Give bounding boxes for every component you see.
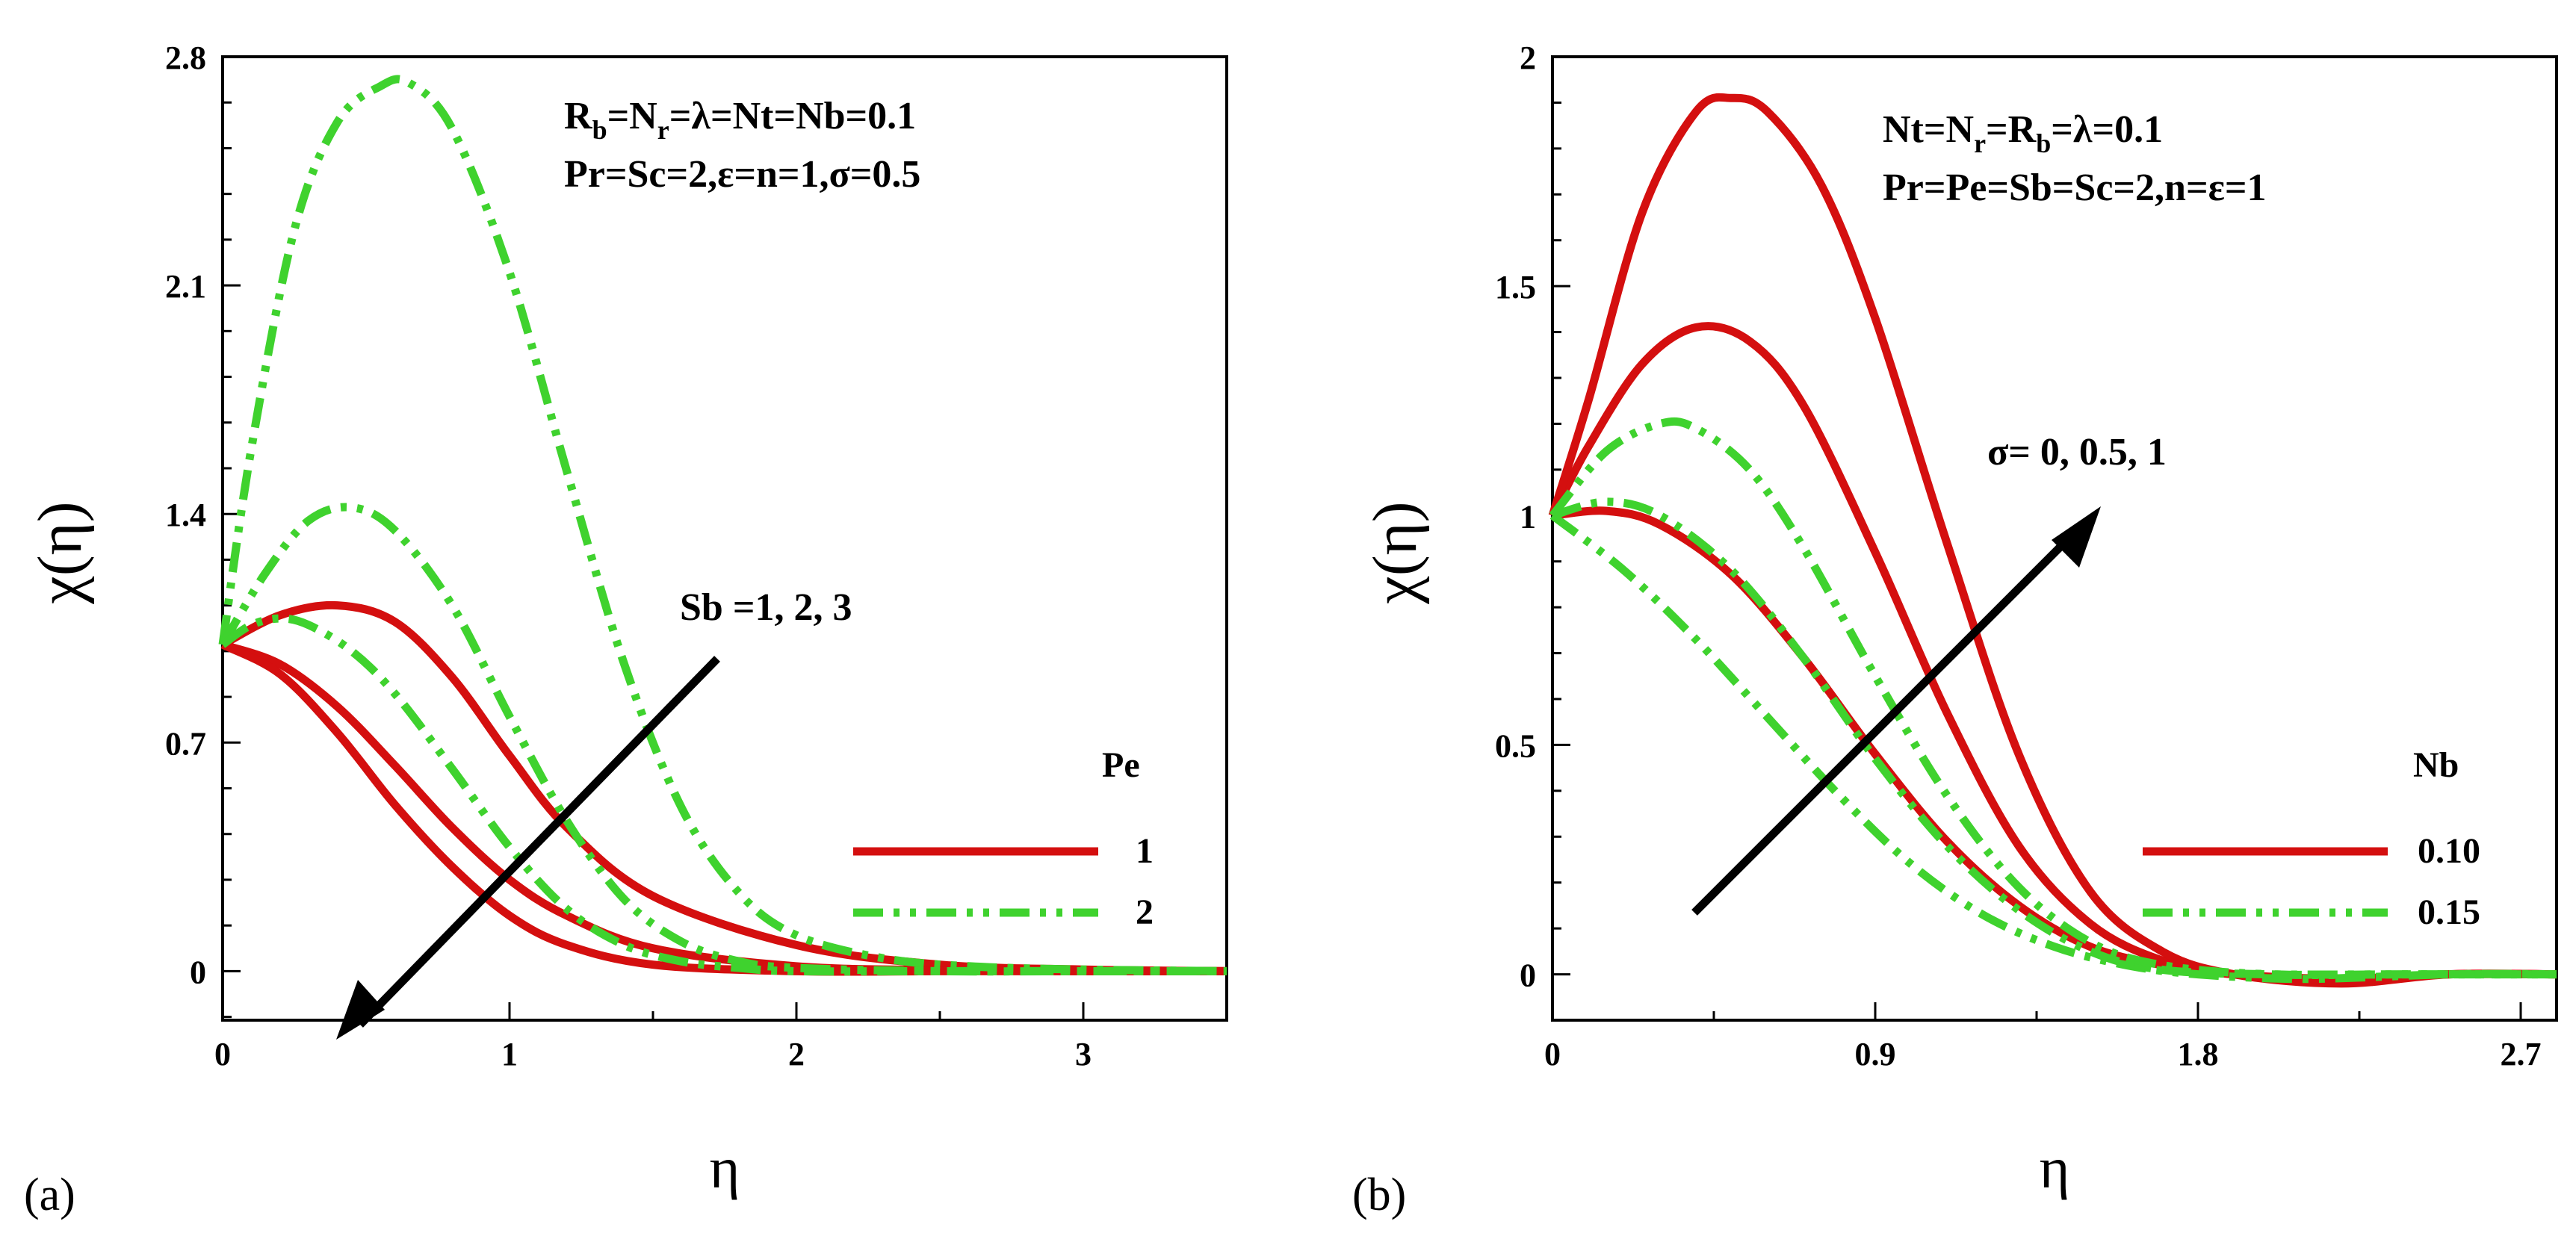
series-line-a-6 xyxy=(220,614,1227,976)
arrow-label-b: σ= 0, 0.5, 1 xyxy=(1987,431,2167,473)
annotation-line2-a: Pr=Sc=2,ε=n=1,σ=0.5 xyxy=(564,153,920,196)
y-tick-label: 2.8 xyxy=(165,40,206,76)
panel-label-b: (b) xyxy=(1352,1170,1406,1220)
legend-label-a-2: 2 xyxy=(1136,892,1154,932)
legend-label-b-1: 0.10 xyxy=(2418,831,2480,871)
x-tick-label: 2 xyxy=(788,1036,805,1072)
x-axis-label-a: η xyxy=(710,1135,740,1200)
y-tick-label: 1.4 xyxy=(165,497,206,533)
series-line-a-5 xyxy=(219,503,1227,976)
legend-title-a: Pe xyxy=(1102,745,1140,785)
plot-frame-a xyxy=(221,55,1228,1022)
series-group-a xyxy=(218,75,1227,976)
y-axis-label-a: χ(η) xyxy=(25,501,95,604)
axis-ticks-a xyxy=(221,55,1085,1020)
series-group-b xyxy=(1548,93,2557,988)
y-tick-label: 2.1 xyxy=(165,268,206,305)
y-tick-label: 2 xyxy=(1520,40,1536,76)
x-axis-label-b: η xyxy=(2040,1135,2070,1200)
annotation-line2-b: Pr=Pe=Sb=Sc=2,n=ε=1 xyxy=(1883,167,2266,209)
series-line-a-4 xyxy=(218,75,1227,975)
trend-arrowhead-b xyxy=(2052,506,2101,568)
panel-label-a: (a) xyxy=(24,1170,75,1220)
panel-a: 0 1 2 3 0 0.7 1.4 2.1 2.8 χ(η) η (a) Rb=Nr=λ=Nt=… xyxy=(24,40,1228,1220)
x-tick-label: 1 xyxy=(501,1036,518,1072)
legend-label-b-2: 0.15 xyxy=(2418,892,2480,932)
panel-b: 0 0.9 1.8 2.7 0 0.5 1 1.5 2 χ(η) η (b) Nt=Nr=Rb=… xyxy=(1352,40,2558,1220)
legend-label-a-1: 1 xyxy=(1136,831,1154,871)
y-tick-label: 0 xyxy=(1520,957,1536,994)
x-tick-label: 0.9 xyxy=(1855,1036,1896,1072)
y-tick-label: 0.7 xyxy=(165,725,206,762)
y-axis-label-b: χ(η) xyxy=(1360,501,1430,604)
legend-title-b: Nb xyxy=(2413,745,2459,785)
y-tick-label: 0.5 xyxy=(1495,727,1536,764)
tick-labels-b: 0 0.9 1.8 2.7 0 0.5 1 1.5 2 xyxy=(1495,40,2542,1072)
tick-labels-a: 0 1 2 3 0 0.7 1.4 2.1 2.8 xyxy=(165,40,1092,1072)
x-tick-label: 0 xyxy=(1544,1036,1561,1072)
trend-arrow-a xyxy=(357,656,720,1028)
y-tick-label: 0 xyxy=(190,954,206,990)
x-tick-label: 2.7 xyxy=(2501,1036,2542,1072)
series-line-b-6 xyxy=(1549,417,2557,979)
y-tick-label: 1 xyxy=(1520,498,1536,535)
y-tick-label: 1.5 xyxy=(1495,269,1536,305)
axis-ticks-b xyxy=(1551,55,2522,1022)
arrow-label-a: Sb =1, 2, 3 xyxy=(680,586,852,629)
x-tick-label: 0 xyxy=(214,1036,231,1072)
trend-arrowhead-a xyxy=(336,980,385,1040)
series-line-b-4 xyxy=(1549,512,2557,984)
plot-frame-b xyxy=(1551,55,2558,1022)
trend-arrow-b xyxy=(1691,529,2078,916)
annotation-line1-b: Nt=Nr=Rb=λ=0.1 xyxy=(1883,108,2163,158)
annotation-line1-a: Rb=Nr=λ=Nt=Nb=0.1 xyxy=(564,95,916,145)
x-tick-label: 1.8 xyxy=(2178,1036,2219,1072)
x-tick-label: 3 xyxy=(1075,1036,1092,1072)
